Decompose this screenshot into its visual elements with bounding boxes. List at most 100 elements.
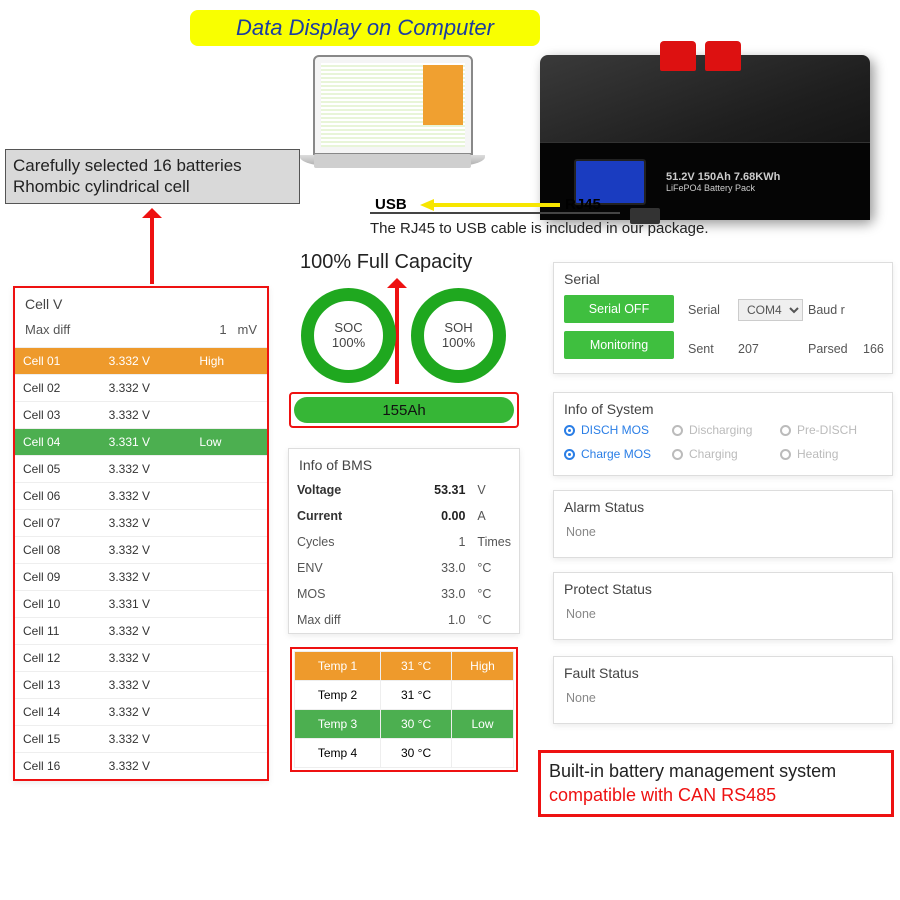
table-row: Cell 113.332 V [15, 618, 267, 645]
cell-name: Cell 08 [15, 537, 101, 564]
cellv-maxdiff-unit: mV [238, 322, 258, 337]
cell-voltage: 3.332 V [101, 726, 192, 753]
bms-value: 1.0 [393, 607, 473, 633]
bms-unit: V [473, 477, 519, 503]
status-dot-icon [564, 425, 575, 436]
bms-unit: °C [473, 581, 519, 607]
cell-voltage: 3.331 V [101, 591, 192, 618]
alarm-status-panel: Alarm Status None [553, 490, 893, 558]
connection-arrow-icon [420, 198, 560, 210]
alarm-value: None [554, 519, 892, 545]
cell-name: Cell 01 [15, 348, 101, 375]
cell-voltage: 3.332 V [101, 672, 192, 699]
temp-tag: Low [452, 710, 514, 739]
status-label: DISCH MOS [581, 423, 649, 437]
temp-name: Temp 1 [295, 652, 381, 681]
table-row: Cell 163.332 V [15, 753, 267, 780]
cellv-maxdiff-value: 1 [219, 322, 226, 337]
serial-port-select[interactable]: COM4 [738, 299, 803, 321]
bms-callout-line2: compatible with CAN RS485 [549, 783, 883, 807]
cell-tag [191, 510, 267, 537]
cell-voltage: 3.332 V [101, 753, 192, 780]
full-capacity-label: 100% Full Capacity [300, 251, 472, 274]
serial-off-button[interactable]: Serial OFF [564, 295, 674, 323]
table-row: Cell 143.332 V [15, 699, 267, 726]
status-dot-icon [564, 449, 575, 460]
header-banner: Data Display on Computer [190, 10, 540, 46]
sent-label: Sent [688, 342, 738, 356]
cell-name: Cell 05 [15, 456, 101, 483]
monitoring-button[interactable]: Monitoring [564, 331, 674, 359]
status-dot-icon [780, 449, 791, 460]
info-box-line1: Carefully selected 16 batteries [13, 155, 292, 176]
table-row: Max diff1.0°C [289, 607, 519, 633]
cell-name: Cell 16 [15, 753, 101, 780]
soh-label: SOH [444, 320, 472, 335]
unit-label-line1: 51.2V 150Ah 7.68KWh [666, 171, 780, 183]
rj45-label: RJ45 [565, 196, 601, 213]
soh-value: 100% [442, 335, 475, 350]
fault-title: Fault Status [554, 657, 892, 685]
bms-callout: Built-in battery management system compa… [538, 750, 894, 817]
usb-label: USB [375, 196, 407, 213]
status-label: Discharging [689, 423, 752, 437]
bms-value: 33.0 [393, 581, 473, 607]
cell-name: Cell 09 [15, 564, 101, 591]
cell-name: Cell 06 [15, 483, 101, 510]
temperature-table: Temp 131 °CHighTemp 231 °CTemp 330 °CLow… [290, 647, 518, 772]
table-row: Cell 123.332 V [15, 645, 267, 672]
cell-voltage: 3.332 V [101, 564, 192, 591]
temp-name: Temp 3 [295, 710, 381, 739]
cell-name: Cell 14 [15, 699, 101, 726]
table-row: Cell 133.332 V [15, 672, 267, 699]
protect-value: None [554, 601, 892, 627]
system-status-item: Heating [780, 447, 882, 461]
cell-voltage: 3.331 V [101, 429, 192, 456]
bms-key: Cycles [289, 529, 393, 555]
cell-voltage: 3.332 V [101, 618, 192, 645]
table-row: Cell 093.332 V [15, 564, 267, 591]
cell-name: Cell 07 [15, 510, 101, 537]
cell-voltage: 3.332 V [101, 456, 192, 483]
bms-unit: Times [473, 529, 519, 555]
soc-value: 100% [332, 335, 365, 350]
bms-key: Voltage [289, 477, 393, 503]
bms-value: 1 [393, 529, 473, 555]
table-row: Cell 043.331 VLow [15, 429, 267, 456]
system-status-item: Discharging [672, 423, 774, 437]
cell-tag [191, 564, 267, 591]
fault-value: None [554, 685, 892, 711]
temp-value: 31 °C [381, 652, 452, 681]
info-box-line2: Rhombic cylindrical cell [13, 176, 292, 197]
serial-panel: Serial Serial OFF Monitoring Serial COM4… [553, 262, 893, 374]
bms-key: Current [289, 503, 393, 529]
connection-underline [370, 212, 620, 214]
temp-tag: High [452, 652, 514, 681]
bms-info-panel: Info of BMS Voltage53.31VCurrent0.00ACyc… [288, 448, 520, 634]
cell-tag [191, 753, 267, 780]
table-row: Temp 131 °CHigh [295, 652, 514, 681]
baud-label: Baud r [808, 303, 863, 317]
cell-name: Cell 15 [15, 726, 101, 753]
alarm-title: Alarm Status [554, 491, 892, 519]
cellv-title: Cell V [15, 288, 267, 316]
status-label: Charge MOS [581, 447, 651, 461]
soc-label: SOC [334, 320, 362, 335]
cell-voltage: 3.332 V [101, 348, 192, 375]
bms-title: Info of BMS [289, 449, 519, 477]
soc-soh-rings: SOC 100% SOH 100% [291, 280, 516, 390]
cellv-maxdiff-label: Max diff [25, 322, 70, 337]
table-row: Cell 153.332 V [15, 726, 267, 753]
status-label: Charging [689, 447, 738, 461]
table-row: Cell 103.331 V [15, 591, 267, 618]
cell-tag [191, 591, 267, 618]
protect-title: Protect Status [554, 573, 892, 601]
cell-tag [191, 618, 267, 645]
sysinfo-title: Info of System [554, 393, 892, 421]
status-dot-icon [672, 449, 683, 460]
table-row: Cell 063.332 V [15, 483, 267, 510]
protect-status-panel: Protect Status None [553, 572, 893, 640]
cell-tag: Low [191, 429, 267, 456]
table-row: ENV33.0°C [289, 555, 519, 581]
cell-name: Cell 10 [15, 591, 101, 618]
